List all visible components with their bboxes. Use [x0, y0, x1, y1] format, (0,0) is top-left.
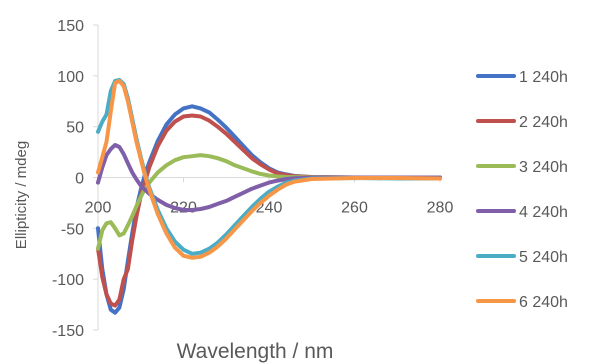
legend-entry-1: 1 240h [476, 69, 568, 86]
series-line-3 [96, 153, 442, 251]
series-line-6 [96, 78, 442, 260]
legend: 1 240h 2 240h 3 240h 4 240h 5 240h 6 240h [476, 69, 568, 311]
y-tick-label: -150 [52, 323, 84, 340]
legend-entry-2: 2 240h [476, 114, 568, 131]
legend-entry-5: 5 240h [476, 249, 568, 266]
x-axis-title: Wavelength / nm [177, 340, 334, 363]
series-line-4 [96, 143, 442, 212]
y-tick-label: -100 [52, 272, 84, 289]
series-layer [96, 77, 442, 315]
y-tick-label: -50 [61, 221, 84, 238]
legend-entry-3: 3 240h [476, 159, 568, 176]
legend-label: 1 240h [519, 69, 568, 86]
x-tick-label: 200 [85, 200, 112, 217]
legend-entry-6: 6 240h [476, 294, 568, 311]
y-tick-label: 150 [57, 18, 84, 35]
y-tick-label: 100 [57, 69, 84, 86]
legend-label: 4 240h [519, 204, 568, 221]
series-line-2 [96, 113, 442, 308]
y-axis-title: Ellipticity / mdeg [13, 141, 30, 249]
legend-label: 2 240h [519, 114, 568, 131]
x-tick-label: 280 [427, 200, 454, 217]
x-tick-label: 260 [341, 200, 368, 217]
legend-label: 5 240h [519, 249, 568, 266]
y-tick-label: 0 [75, 171, 84, 188]
legend-label: 6 240h [519, 294, 568, 311]
legend-entry-4: 4 240h [476, 204, 568, 221]
legend-label: 3 240h [519, 159, 568, 176]
y-tick-label: 50 [66, 120, 84, 137]
